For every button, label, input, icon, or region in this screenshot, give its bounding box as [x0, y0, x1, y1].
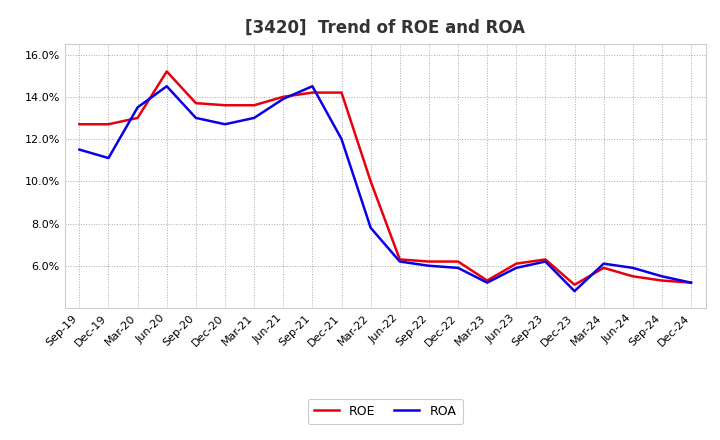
ROA	[308, 84, 317, 89]
ROA	[163, 84, 171, 89]
ROE	[220, 103, 229, 108]
ROE	[133, 115, 142, 121]
Legend: ROE, ROA: ROE, ROA	[308, 399, 462, 424]
ROE	[163, 69, 171, 74]
ROE	[570, 282, 579, 287]
ROA	[250, 115, 258, 121]
ROE	[337, 90, 346, 95]
ROE	[104, 121, 113, 127]
ROE	[541, 257, 550, 262]
ROA	[192, 115, 200, 121]
ROA	[75, 147, 84, 152]
Line: ROA: ROA	[79, 86, 691, 291]
ROA	[541, 259, 550, 264]
ROE	[483, 278, 492, 283]
ROA	[657, 274, 666, 279]
ROE	[512, 261, 521, 266]
ROA	[366, 225, 375, 231]
ROA	[104, 155, 113, 161]
ROE	[75, 121, 84, 127]
Title: [3420]  Trend of ROE and ROA: [3420] Trend of ROE and ROA	[246, 19, 525, 37]
ROA	[483, 280, 492, 285]
ROA	[395, 259, 404, 264]
ROE	[366, 179, 375, 184]
ROA	[279, 96, 287, 102]
ROA	[133, 105, 142, 110]
ROA	[220, 121, 229, 127]
ROE	[599, 265, 608, 271]
ROA	[454, 265, 462, 271]
ROE	[308, 90, 317, 95]
ROA	[570, 289, 579, 294]
ROE	[629, 274, 637, 279]
ROA	[687, 280, 696, 285]
ROE	[395, 257, 404, 262]
ROA	[337, 136, 346, 142]
ROE	[454, 259, 462, 264]
ROA	[512, 265, 521, 271]
ROE	[657, 278, 666, 283]
ROA	[629, 265, 637, 271]
ROA	[425, 263, 433, 268]
ROE	[279, 94, 287, 99]
ROE	[192, 100, 200, 106]
Line: ROE: ROE	[79, 71, 691, 285]
ROA	[599, 261, 608, 266]
ROE	[687, 280, 696, 285]
ROE	[250, 103, 258, 108]
ROE	[425, 259, 433, 264]
